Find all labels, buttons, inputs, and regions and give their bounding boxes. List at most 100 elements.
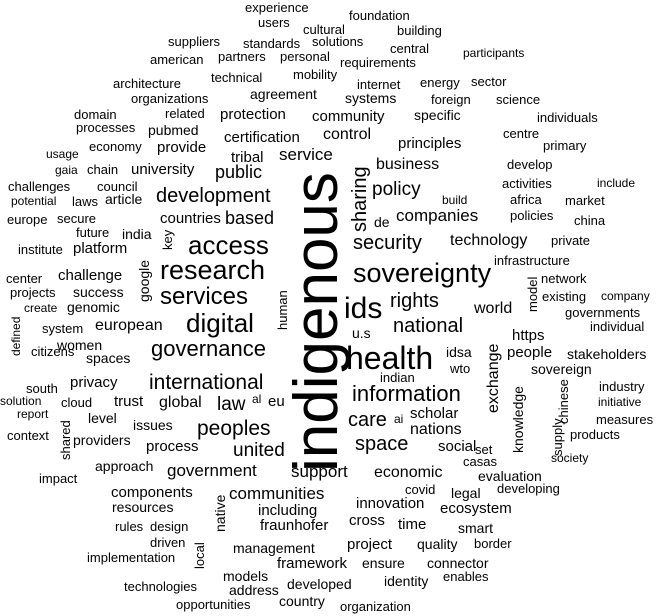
word: key	[160, 229, 175, 250]
word: level	[88, 410, 117, 426]
word: global	[159, 394, 202, 411]
word: border	[474, 536, 512, 551]
word: law	[217, 394, 246, 415]
word: address	[229, 582, 279, 598]
word: service	[279, 145, 333, 164]
word: project	[347, 536, 393, 553]
word: design	[150, 519, 189, 534]
word: products	[570, 427, 620, 442]
word: quality	[417, 536, 458, 552]
word: identity	[384, 573, 429, 589]
word: industry	[599, 379, 645, 394]
word: principles	[398, 135, 462, 152]
word: companies	[396, 206, 479, 225]
word: native	[212, 494, 228, 532]
word: defined	[9, 316, 23, 356]
word: specific	[414, 107, 461, 123]
word: partners	[218, 49, 266, 64]
word: usage	[46, 147, 79, 161]
word: components	[111, 484, 193, 501]
word: de	[374, 214, 390, 230]
word: u.s	[352, 325, 371, 341]
word: india	[122, 226, 152, 242]
word: impact	[39, 471, 78, 486]
word: individuals	[537, 110, 598, 125]
word: centre	[503, 126, 540, 141]
word: laws	[72, 194, 99, 209]
word: mobility	[293, 67, 338, 82]
word: world	[474, 300, 513, 317]
word: solutions	[312, 34, 364, 49]
word: technologies	[124, 579, 197, 594]
word: council	[97, 179, 138, 194]
word: communities	[229, 484, 325, 503]
word: institute	[18, 242, 63, 257]
word: central	[390, 41, 430, 56]
word: cross	[349, 512, 385, 529]
word: united	[233, 440, 285, 461]
word: europe	[7, 212, 48, 227]
word: organizations	[131, 91, 209, 106]
word: based	[225, 208, 275, 228]
word: science	[496, 92, 541, 107]
word: governments	[565, 305, 641, 320]
word: set	[475, 442, 493, 457]
word: security	[353, 232, 422, 254]
word: sharing	[349, 166, 371, 232]
word: company	[601, 289, 650, 303]
word: create	[24, 301, 58, 315]
word: international	[149, 371, 264, 394]
word: model	[525, 276, 540, 312]
word: development	[156, 185, 271, 207]
word: shared	[58, 420, 73, 460]
word: develop	[507, 157, 553, 172]
word: local	[192, 542, 207, 569]
word: framework	[277, 555, 348, 572]
word: eu	[268, 393, 285, 410]
word: ecosystem	[440, 500, 512, 517]
word: policy	[372, 179, 421, 200]
word: pubmed	[148, 122, 199, 138]
word: certification	[224, 129, 300, 146]
word: developed	[287, 576, 352, 592]
word: processes	[76, 120, 136, 135]
word: spaces	[86, 350, 131, 366]
word: community	[312, 108, 385, 125]
word: national	[393, 315, 464, 337]
word: models	[223, 568, 269, 584]
word: include	[597, 176, 636, 190]
word: digital	[186, 308, 254, 338]
word: privacy	[70, 374, 118, 391]
word: initiative	[598, 395, 642, 409]
word: providers	[73, 432, 131, 448]
word: https	[512, 327, 545, 344]
word: peoples	[197, 417, 271, 440]
word: requirements	[340, 55, 416, 70]
word: idsa	[446, 344, 472, 360]
word: legal	[451, 485, 481, 501]
word: governance	[151, 336, 266, 361]
word: rights	[390, 290, 439, 312]
word: access	[188, 230, 269, 260]
word: society	[551, 451, 589, 465]
word: measures	[596, 412, 654, 427]
word: gaia	[55, 163, 78, 177]
word: network	[541, 271, 587, 286]
word: architecture	[113, 76, 181, 91]
word: countries	[160, 210, 221, 227]
word: rules	[115, 519, 144, 534]
word: article	[105, 191, 143, 207]
word: provide	[157, 139, 207, 156]
word: indigenous	[282, 172, 351, 472]
word: related	[165, 106, 205, 121]
word: existing	[542, 289, 587, 304]
word: organization	[340, 599, 411, 614]
word: internet	[357, 77, 401, 92]
word: economy	[89, 139, 142, 154]
word: users	[258, 15, 290, 30]
word: indian	[380, 370, 415, 385]
word: solution	[0, 394, 42, 408]
word: challenge	[58, 267, 123, 284]
word: potential	[11, 194, 57, 208]
word: energy	[420, 75, 460, 90]
